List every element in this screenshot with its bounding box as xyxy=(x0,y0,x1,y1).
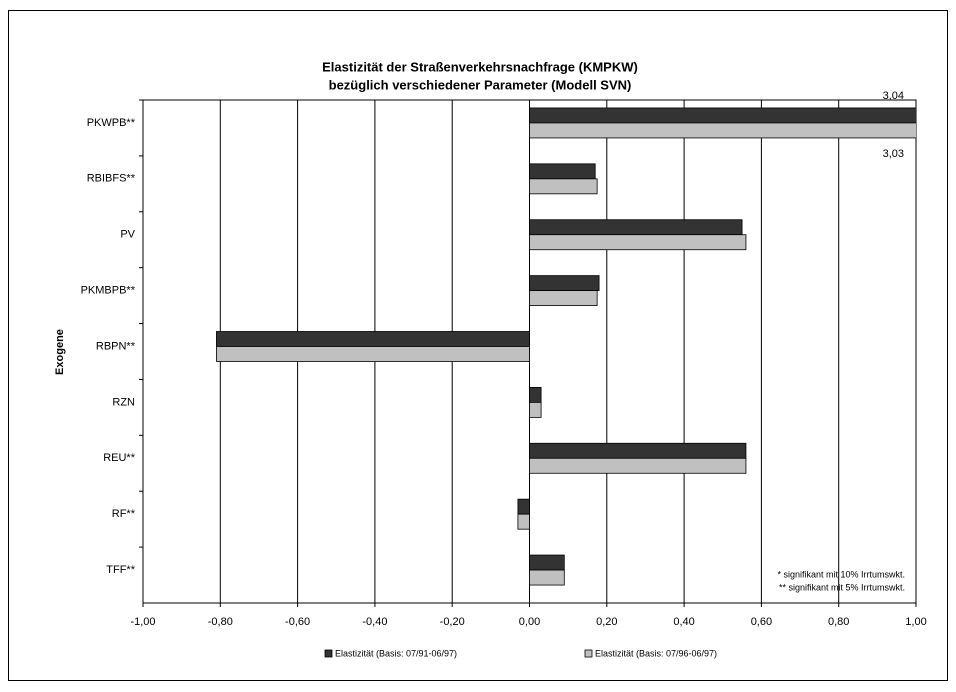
footnote: ** signifikant mit 5% Irrtumswkt. xyxy=(779,582,905,592)
y-tick-label: PV xyxy=(120,229,135,241)
y-tick-label: REU** xyxy=(103,452,136,464)
legend-swatch xyxy=(325,650,332,657)
y-tick-label: TFF** xyxy=(106,564,135,576)
y-tick-label: PKWPB** xyxy=(87,117,136,129)
bar xyxy=(530,235,746,250)
bar xyxy=(530,276,600,291)
y-tick-label: RZN xyxy=(112,396,135,408)
bar xyxy=(530,458,746,473)
x-tick-label: -0,40 xyxy=(362,616,387,628)
bar xyxy=(530,164,596,179)
bar xyxy=(530,555,565,570)
x-tick-label: -0,60 xyxy=(285,616,310,628)
bars xyxy=(216,108,956,585)
x-tick-label: 0,20 xyxy=(596,616,617,628)
legend-swatch xyxy=(585,650,592,657)
y-tick-label: RBIBFS** xyxy=(87,173,136,185)
x-tick-label: 0,60 xyxy=(751,616,772,628)
y-tick-label: PKMBPB** xyxy=(81,285,136,297)
bar xyxy=(530,291,598,306)
data-label: 3,04 xyxy=(883,90,904,102)
x-tick-label: 0,80 xyxy=(828,616,849,628)
bar xyxy=(530,108,956,123)
legend-label: Elastizität (Basis: 07/91-06/97) xyxy=(335,648,457,658)
bar xyxy=(530,179,598,194)
bar xyxy=(216,332,529,347)
bar xyxy=(530,123,956,138)
x-tick-label: 0,40 xyxy=(673,616,694,628)
footnote: * signifikant mit 10% Irrtumswkt. xyxy=(777,569,905,579)
bar xyxy=(530,402,542,417)
x-tick-label: -0,80 xyxy=(208,616,233,628)
chart-title: bezüglich verschiedener Parameter (Model… xyxy=(329,77,632,92)
bar xyxy=(216,347,529,362)
y-axis-label: Exogene xyxy=(54,329,66,375)
y-tick-label: RF** xyxy=(112,508,136,520)
bar xyxy=(530,387,542,402)
x-tick-label: 1,00 xyxy=(905,616,926,628)
data-label: 3,03 xyxy=(883,148,904,160)
legend-label: Elastizität (Basis: 07/96-06/97) xyxy=(595,648,717,658)
bar xyxy=(518,514,530,529)
bar xyxy=(530,570,565,585)
bar xyxy=(530,443,746,458)
bar xyxy=(518,499,530,514)
x-tick-label: 0,00 xyxy=(519,616,540,628)
x-tick-label: -0,20 xyxy=(440,616,465,628)
chart-title: Elastizität der Straßenverkehrsnachfrage… xyxy=(322,59,638,74)
y-tick-label: RBPN** xyxy=(96,340,136,352)
x-tick-label: -1,00 xyxy=(130,616,155,628)
bar xyxy=(530,220,743,235)
